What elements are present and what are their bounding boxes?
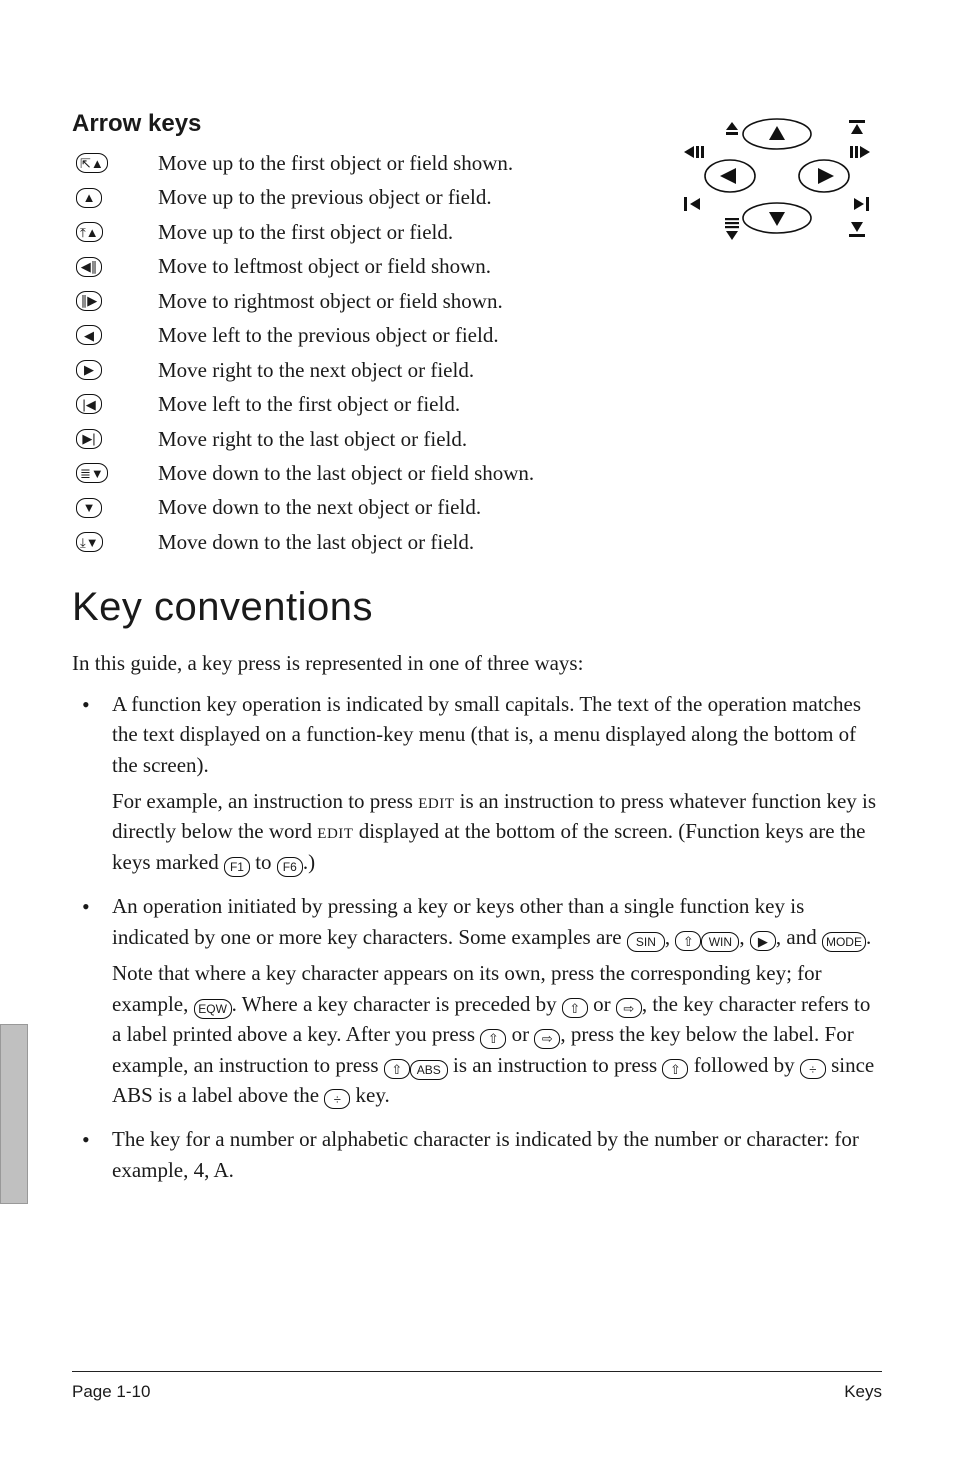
keycap-f1: F1: [224, 857, 250, 877]
arrow-key-icon: ▼: [72, 498, 158, 518]
keycap-leftshift: ⇧: [675, 931, 701, 951]
arrow-key-row: |◀ Move left to the first object or field…: [72, 389, 882, 419]
arrow-key-icon: ⇱▲: [72, 153, 158, 173]
text: For example, an instruction to press: [112, 789, 418, 813]
keycap-arrow: ◀∥: [76, 257, 102, 277]
arrow-key-desc: Move down to the last object or field.: [158, 527, 474, 557]
arrow-key-desc: Move down to the next object or field.: [158, 492, 481, 522]
keycap-arrow: ⇱▲: [76, 153, 108, 173]
arrow-key-desc: Move up to the first object or field sho…: [158, 148, 513, 178]
arrow-key-row: ▶| Move right to the last object or field…: [72, 424, 882, 454]
arrow-key-desc: Move right to the last object or field.: [158, 424, 467, 454]
arrow-key-icon: ▶|: [72, 429, 158, 449]
arrow-key-desc: Move up to the previous object or field.: [158, 182, 492, 212]
keycap-arrow: ▶: [76, 360, 102, 380]
text: or: [588, 992, 616, 1016]
smallcaps-edit: edit: [418, 789, 454, 813]
keycap-rightshift: ⇨: [534, 1029, 560, 1049]
arrow-key-desc: Move to rightmost object or field shown.: [158, 286, 503, 316]
keycap-arrow: ▼: [76, 498, 102, 518]
footer-section: Keys: [844, 1382, 882, 1402]
keycap-leftshift: ⇧: [384, 1059, 410, 1079]
arrow-key-icon: ◀∥: [72, 257, 158, 277]
arrow-key-row: ▶ Move right to the next object or field.: [72, 355, 882, 385]
keycap-arrow: ≣▼: [76, 463, 108, 483]
side-tab: [0, 1024, 28, 1204]
intro-paragraph: In this guide, a key press is represente…: [72, 648, 882, 678]
arrow-key-row: ≣▼ Move down to the last object or field …: [72, 458, 882, 488]
heading-key-conventions: Key conventions: [72, 585, 882, 630]
arrow-pad-diagram: [672, 114, 882, 242]
text: is an instruction to press: [448, 1053, 663, 1077]
text: followed by: [688, 1053, 799, 1077]
arrow-key-desc: Move up to the first object or field.: [158, 217, 453, 247]
arrow-key-desc: Move right to the next object or field.: [158, 355, 474, 385]
text: or: [506, 1022, 534, 1046]
bullet-1: A function key operation is indicated by…: [72, 689, 882, 878]
keycap-divide: ÷: [324, 1089, 350, 1109]
arrow-key-icon: ◀: [72, 325, 158, 345]
bullet-2-p2: Note that where a key character appears …: [112, 958, 882, 1110]
text: key.: [350, 1083, 389, 1107]
keycap-abs: ABS: [410, 1060, 448, 1080]
keycap-leftshift: ⇧: [562, 998, 588, 1018]
keycap-leftshift: ⇧: [480, 1029, 506, 1049]
keycap-rightshift: ⇨: [616, 998, 642, 1018]
text: . Where a key character is preceded by: [232, 992, 562, 1016]
bullet-2: An operation initiated by pressing a key…: [72, 891, 882, 1110]
bullet-3: The key for a number or alphabetic chara…: [72, 1124, 882, 1185]
keycap-arrow: ⤒▲: [76, 222, 103, 242]
keycap-divide: ÷: [800, 1059, 826, 1079]
keycap-mode: MODE: [822, 932, 866, 952]
footer-rule: [72, 1371, 882, 1372]
arrow-key-row: ◀ Move left to the previous object or fie…: [72, 320, 882, 350]
arrow-key-row: ◀∥ Move to leftmost object or field shown…: [72, 251, 882, 281]
bullet-1-p1: A function key operation is indicated by…: [112, 692, 861, 777]
arrow-key-desc: Move left to the previous object or fiel…: [158, 320, 499, 350]
keycap-leftshift: ⇧: [662, 1059, 688, 1079]
text: , and: [776, 925, 822, 949]
arrow-key-desc: Move to leftmost object or field shown.: [158, 251, 491, 281]
text: to: [250, 850, 277, 874]
arrow-key-icon: ⤓▼: [72, 532, 158, 552]
arrow-key-icon: ▲: [72, 188, 158, 208]
keycap-arrow: ▲: [76, 188, 102, 208]
arrow-key-icon: ≣▼: [72, 463, 158, 483]
keycap-f6: F6: [277, 857, 303, 877]
arrow-key-icon: ∥▶: [72, 291, 158, 311]
keycap-arrow: ◀: [76, 325, 102, 345]
keycap-right: ▶: [750, 931, 776, 951]
keycap-sin: SIN: [627, 932, 665, 952]
keycap-eqw: EQW: [194, 999, 232, 1019]
arrow-key-desc: Move down to the last object or field sh…: [158, 458, 534, 488]
keycap-arrow: ∥▶: [76, 291, 102, 311]
arrow-key-row: ∥▶ Move to rightmost object or field show…: [72, 286, 882, 316]
arrow-key-icon: ⤒▲: [72, 222, 158, 242]
arrow-key-icon: ▶: [72, 360, 158, 380]
arrow-key-desc: Move left to the first object or field.: [158, 389, 460, 419]
text: .: [866, 925, 871, 949]
keycap-arrow: |◀: [76, 394, 102, 414]
text: ,: [739, 925, 750, 949]
keycap-win: WIN: [701, 932, 739, 952]
keycap-arrow: ⤓▼: [76, 532, 103, 552]
bullet-1-p2: For example, an instruction to press edi…: [112, 786, 882, 877]
smallcaps-edit: edit: [317, 819, 353, 843]
keycap-arrow: ▶|: [76, 429, 102, 449]
footer-page-number: Page 1-10: [72, 1382, 150, 1402]
text: ,: [665, 925, 676, 949]
text: .): [303, 850, 315, 874]
arrow-key-row: ▼ Move down to the next object or field.: [72, 492, 882, 522]
arrow-key-row: ⤓▼ Move down to the last object or field.: [72, 527, 882, 557]
bullet-list: A function key operation is indicated by…: [72, 689, 882, 1186]
arrow-key-icon: |◀: [72, 394, 158, 414]
